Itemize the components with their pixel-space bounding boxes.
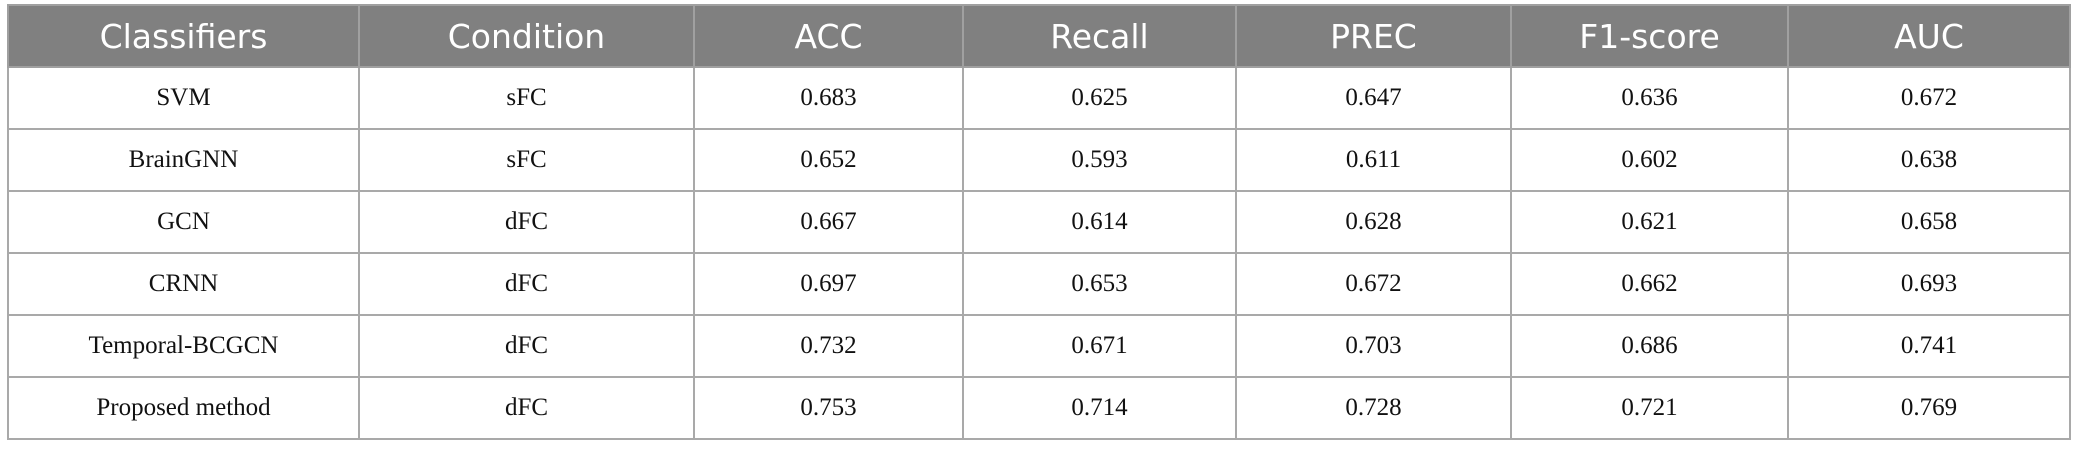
table-cell: 0.672 — [1235, 252, 1512, 316]
table-cell: 0.728 — [1235, 376, 1512, 440]
header-row: Classifiers Condition ACC Recall PREC F1-scor… — [7, 4, 2071, 68]
table-row: CRNN dFC 0.697 0.653 0.672 0.662 0.693 — [7, 252, 2071, 316]
table-cell: sFC — [358, 66, 695, 130]
table-cell: 0.647 — [1235, 66, 1512, 130]
table-cell: 0.658 — [1787, 190, 2071, 254]
table-cell: 0.671 — [962, 314, 1237, 378]
header-cell: Classifiers — [7, 4, 360, 68]
table-cell: 0.686 — [1510, 314, 1789, 378]
table-cell: Proposed method — [7, 376, 360, 440]
table-body: SVM sFC 0.683 0.625 0.647 0.636 0.672 BrainGNN s… — [7, 66, 2071, 440]
table-row: Temporal-BCGCN dFC 0.732 0.671 0.703 0.686 0.7… — [7, 314, 2071, 378]
table-cell: 0.662 — [1510, 252, 1789, 316]
table-cell: 0.611 — [1235, 128, 1512, 192]
table-cell: 0.614 — [962, 190, 1237, 254]
table-cell: CRNN — [7, 252, 360, 316]
table-cell: 0.621 — [1510, 190, 1789, 254]
table-cell: 0.593 — [962, 128, 1237, 192]
table-row: GCN dFC 0.667 0.614 0.628 0.621 0.658 — [7, 190, 2071, 254]
table-cell: 0.769 — [1787, 376, 2071, 440]
table-cell: 0.693 — [1787, 252, 2071, 316]
table-cell: 0.714 — [962, 376, 1237, 440]
results-table: Classifiers Condition ACC Recall PREC F1-scor… — [7, 4, 2071, 440]
table-row: BrainGNN sFC 0.652 0.593 0.611 0.602 0.638 — [7, 128, 2071, 192]
table-cell: 0.652 — [693, 128, 964, 192]
table-cell: 0.741 — [1787, 314, 2071, 378]
table-cell: 0.625 — [962, 66, 1237, 130]
header-cell: ACC — [693, 4, 964, 68]
table-cell: dFC — [358, 314, 695, 378]
table-cell: 0.672 — [1787, 66, 2071, 130]
table-cell: Temporal-BCGCN — [7, 314, 360, 378]
table-cell: BrainGNN — [7, 128, 360, 192]
table-cell: 0.638 — [1787, 128, 2071, 192]
table-cell: 0.653 — [962, 252, 1237, 316]
table-cell: 0.697 — [693, 252, 964, 316]
table-cell: 0.721 — [1510, 376, 1789, 440]
table-cell: 0.732 — [693, 314, 964, 378]
table-cell: dFC — [358, 376, 695, 440]
table-cell: 0.683 — [693, 66, 964, 130]
table-cell: dFC — [358, 252, 695, 316]
header-cell: Condition — [358, 4, 695, 68]
table-cell: 0.636 — [1510, 66, 1789, 130]
table-cell: sFC — [358, 128, 695, 192]
table-row: Proposed method dFC 0.753 0.714 0.728 0.721 0.… — [7, 376, 2071, 440]
table-cell: 0.753 — [693, 376, 964, 440]
header-cell: Recall — [962, 4, 1237, 68]
table-cell: 0.602 — [1510, 128, 1789, 192]
header-cell: F1-score — [1510, 4, 1789, 68]
table-cell: 0.628 — [1235, 190, 1512, 254]
table-cell: 0.667 — [693, 190, 964, 254]
header-cell: AUC — [1787, 4, 2071, 68]
table-cell: GCN — [7, 190, 360, 254]
table-row: SVM sFC 0.683 0.625 0.647 0.636 0.672 — [7, 66, 2071, 130]
table-cell: 0.703 — [1235, 314, 1512, 378]
table-cell: SVM — [7, 66, 360, 130]
header-cell: PREC — [1235, 4, 1512, 68]
table-cell: dFC — [358, 190, 695, 254]
